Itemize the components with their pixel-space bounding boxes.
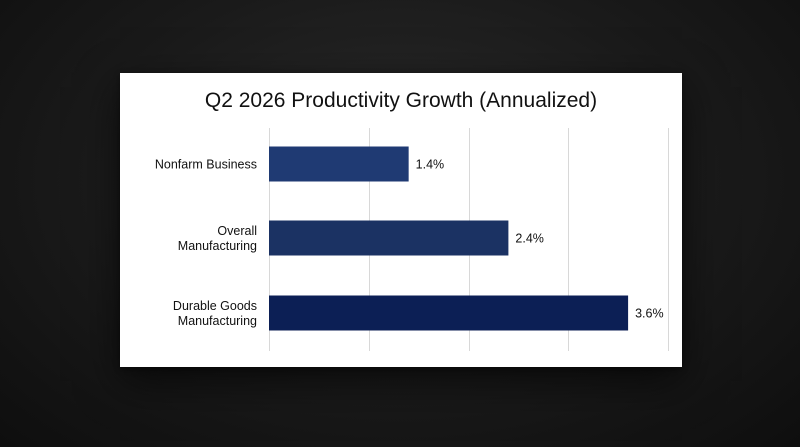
category-label-line: Durable Goods <box>173 299 257 313</box>
bar <box>269 220 509 256</box>
category-label-line: Overall <box>217 224 257 238</box>
bar <box>269 295 629 331</box>
category-label: Nonfarm Business <box>155 158 257 172</box>
chart-card: Q2 2026 Productivity Growth (Annualized)… <box>120 73 682 367</box>
chart-title: Q2 2026 Productivity Growth (Annualized) <box>204 89 598 112</box>
category-label-line: Manufacturing <box>178 239 257 253</box>
category-label: Durable Goods Manufacturing <box>173 299 257 328</box>
value-label: 2.4% <box>515 232 544 246</box>
category-label-line: Nonfarm Business <box>155 158 257 172</box>
value-label: 3.6% <box>635 307 664 321</box>
value-label: 1.4% <box>416 158 445 172</box>
category-label: Overall Manufacturing <box>178 224 257 253</box>
category-label-line: Manufacturing <box>178 314 257 328</box>
bar <box>269 146 409 182</box>
